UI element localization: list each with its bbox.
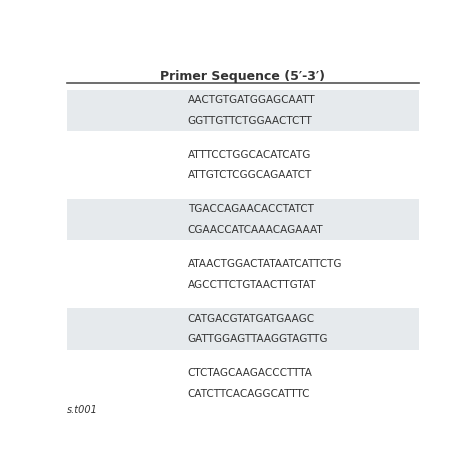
Bar [66,309,419,350]
Text: Primer Sequence (5′-3′): Primer Sequence (5′-3′) [160,70,326,82]
Bar [66,90,419,131]
Text: ATAACTGGACTATAATCATTCTG: ATAACTGGACTATAATCATTCTG [188,259,342,269]
Bar [66,145,419,186]
Text: AACTGTGATGGAGCAATT: AACTGTGATGGAGCAATT [188,95,316,105]
Text: CATCTTCACAGGCATTTC: CATCTTCACAGGCATTTC [188,389,310,399]
Bar [66,363,419,404]
Text: CGAACCATCAAACAGAAAT: CGAACCATCAAACAGAAAT [188,225,323,235]
Text: ATTGTCTCGGCAGAATCT: ATTGTCTCGGCAGAATCT [188,170,312,180]
Text: AGCCTTCTGTAACTTGTAT: AGCCTTCTGTAACTTGTAT [188,280,316,290]
Text: GATTGGAGTTAAGGTAGTTG: GATTGGAGTTAAGGTAGTTG [188,334,328,344]
Text: CATGACGTATGATGAAGC: CATGACGTATGATGAAGC [188,314,315,324]
Bar [66,254,419,295]
Text: CTCTAGCAAGACCCTTTA: CTCTAGCAAGACCCTTTA [188,368,313,378]
Bar [66,199,419,240]
Text: ATTTCCTGGCACATCATG: ATTTCCTGGCACATCATG [188,150,311,160]
Text: GGTTGTTCTGGAACTCTT: GGTTGTTCTGGAACTCTT [188,116,312,126]
Text: s.t001: s.t001 [66,405,98,415]
Text: TGACCAGAACACCTATCT: TGACCAGAACACCTATCT [188,204,314,214]
